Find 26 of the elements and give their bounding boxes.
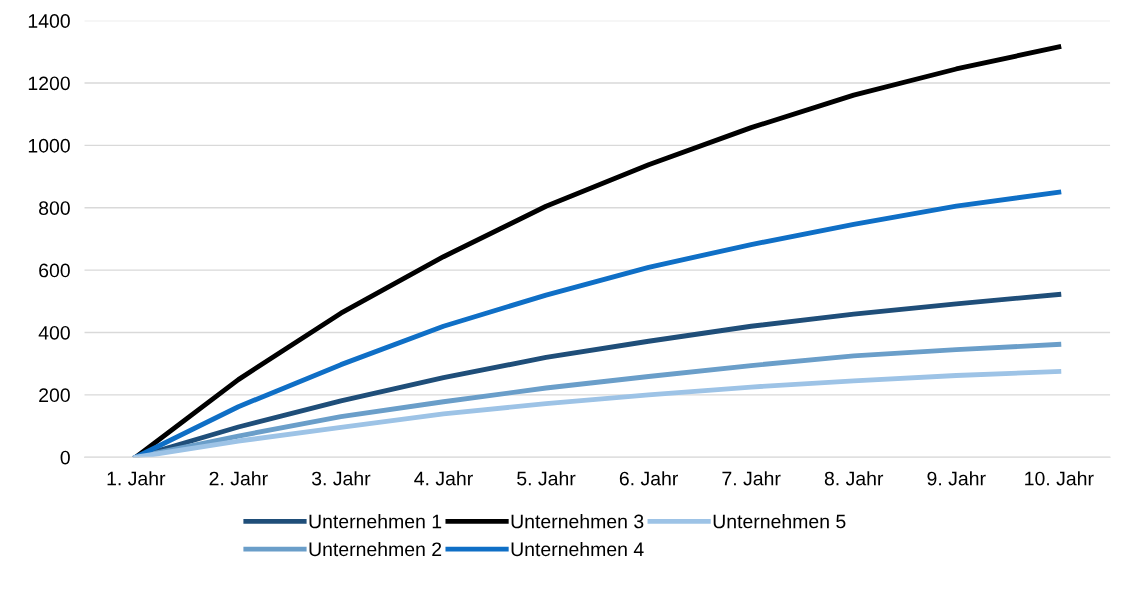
y-tick-label: 400 [38,325,70,340]
legend-label: Unternehmen 1 [309,514,442,529]
y-tick-label: 1000 [28,138,70,153]
legend-label: Unternehmen 2 [309,541,442,557]
x-tick-label: 5. Jahr [517,471,576,486]
x-tick-label: 10. Jahr [1025,471,1094,486]
y-tick-label: 600 [39,263,70,278]
line-series [133,44,1062,458]
y-tick-label: 0 [60,450,70,465]
x-tick-label: 1. Jahr [107,471,166,486]
legend-label: Unternehmen 4 [511,541,644,557]
x-tick-label: 7. Jahr [722,471,781,486]
y-tick-label: 1200 [28,76,70,91]
legend-label: Unternehmen 5 [713,514,846,529]
y-tick-label: 800 [39,201,70,215]
y-tick-label: 1400 [28,14,70,28]
y-tick-label: 200 [39,388,70,403]
x-tick-label: 4. Jahr [414,471,473,486]
x-tick-label: 2. Jahr [209,471,268,486]
x-tick-label: 9. Jahr [927,471,986,486]
x-tick-label: 8. Jahr [824,471,884,486]
legend-label: Unternehmen 3 [511,514,644,529]
x-tick-label: 3. Jahr [311,471,371,486]
line-series [133,369,1062,458]
line-series [133,189,1062,458]
x-tick-label: 6. Jahr [619,471,678,486]
